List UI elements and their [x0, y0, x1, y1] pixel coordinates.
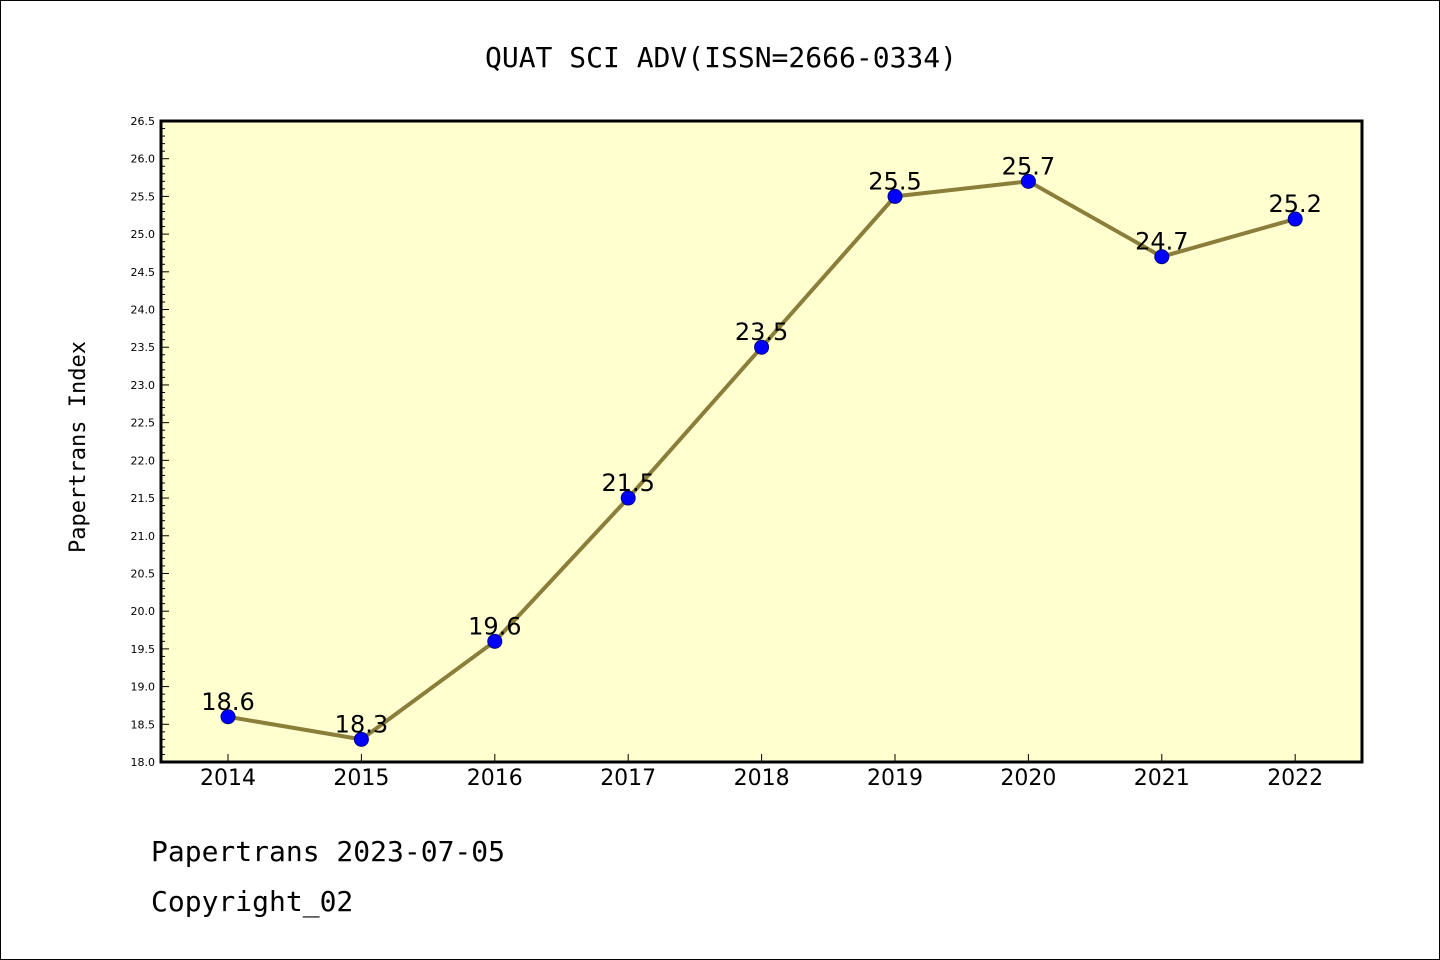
y-tick-label: 18.5: [131, 718, 156, 731]
y-tick-label: 20.0: [131, 605, 156, 618]
y-tick-label: 18.0: [131, 756, 156, 769]
data-label: 23.5: [735, 318, 788, 346]
data-label: 25.2: [1268, 190, 1321, 218]
y-tick-label: 19.5: [131, 643, 156, 656]
x-tick-label: 2014: [200, 766, 256, 791]
x-tick-label: 2016: [467, 766, 523, 791]
x-tick-label: 2021: [1134, 766, 1190, 791]
footer-date: Papertrans 2023-07-05: [151, 835, 506, 868]
data-point: [1020, 173, 1036, 189]
data-label: 18.6: [201, 688, 254, 716]
data-point: [1154, 249, 1170, 265]
data-point: [353, 731, 369, 747]
data-point: [487, 633, 503, 649]
y-tick-label: 23.5: [131, 341, 156, 354]
data-point: [754, 339, 770, 355]
data-label: 25.5: [868, 167, 921, 195]
data-label: 24.7: [1135, 228, 1188, 256]
plot-area: [159, 119, 1364, 764]
series-group: 18.6 18.3 19.6 21.5 23.5 25.5 25.7 24.7 25.2: [201, 152, 1322, 747]
y-tick-label: 21.5: [131, 492, 156, 505]
x-tick-label: 2017: [600, 766, 656, 791]
y-axis-label: Papertrans Index: [66, 341, 91, 553]
data-label: 25.7: [1002, 152, 1055, 180]
data-point: [1287, 211, 1303, 227]
y-tick-label: 26.0: [131, 153, 156, 166]
data-label: 21.5: [601, 469, 654, 497]
y-tick-label: 21.0: [131, 530, 156, 543]
y-tick-label: 20.5: [131, 567, 156, 580]
data-point: [620, 490, 636, 506]
y-tick-label: 23.0: [131, 379, 156, 392]
x-axis-ticks: 2014 2015 2016 2017 2018 2019 2020 2021 2022: [200, 754, 1323, 791]
y-tick-label: 24.5: [131, 266, 156, 279]
x-tick-label: 2019: [867, 766, 923, 791]
chart-title: QUAT SCI ADV(ISSN=2666-0334): [485, 41, 957, 74]
y-tick-label: 22.5: [131, 417, 156, 430]
data-point: [220, 709, 236, 725]
x-tick-label: 2018: [734, 766, 790, 791]
data-label: 19.6: [468, 612, 521, 640]
y-tick-label: 24.0: [131, 304, 156, 317]
y-axis-ticks: 18.0 18.5 19.0 19.5 20.0 20.5 21.0 21.5 22.0 22.5…: [131, 115, 169, 769]
x-tick-label: 2022: [1267, 766, 1323, 791]
data-point: [887, 188, 903, 204]
data-label: 18.3: [335, 710, 388, 738]
y-tick-label: 25.5: [131, 190, 156, 203]
y-tick-label: 26.5: [131, 115, 156, 128]
footer-copyright: Copyright_02: [151, 885, 354, 918]
x-tick-label: 2020: [1000, 766, 1056, 791]
y-tick-label: 25.0: [131, 228, 156, 241]
y-tick-label: 19.0: [131, 681, 156, 694]
y-tick-label: 22.0: [131, 454, 156, 467]
x-tick-label: 2015: [333, 766, 389, 791]
